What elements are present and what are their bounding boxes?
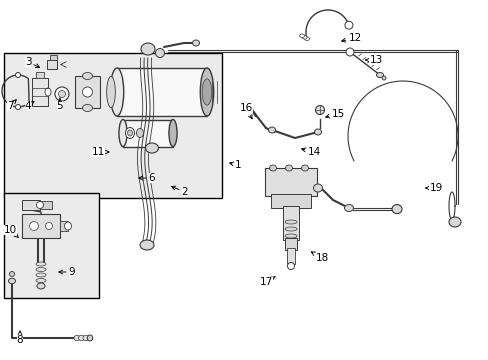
Ellipse shape — [36, 262, 46, 266]
Bar — [117, 68, 206, 116]
Ellipse shape — [376, 72, 383, 77]
Ellipse shape — [29, 221, 39, 230]
Text: 10: 10 — [3, 225, 18, 237]
Ellipse shape — [37, 202, 43, 208]
Ellipse shape — [45, 222, 52, 230]
Ellipse shape — [285, 165, 292, 171]
Ellipse shape — [346, 48, 353, 56]
Text: 6: 6 — [139, 173, 155, 183]
Bar — [22, 200, 40, 210]
Bar — [4, 193, 99, 298]
Ellipse shape — [16, 104, 20, 109]
Ellipse shape — [285, 220, 296, 224]
Ellipse shape — [344, 204, 353, 211]
Bar — [283, 206, 298, 240]
Ellipse shape — [314, 129, 321, 135]
Bar — [40, 201, 52, 209]
Text: 12: 12 — [341, 33, 361, 43]
Text: 17: 17 — [259, 277, 275, 287]
Text: 13: 13 — [365, 55, 382, 65]
Ellipse shape — [304, 37, 309, 41]
Ellipse shape — [36, 267, 46, 271]
Bar — [22, 214, 60, 238]
Ellipse shape — [448, 217, 460, 227]
Ellipse shape — [119, 120, 127, 147]
Ellipse shape — [140, 240, 154, 250]
Bar — [47, 60, 57, 69]
Ellipse shape — [381, 76, 385, 80]
Text: 18: 18 — [311, 252, 328, 263]
Ellipse shape — [79, 335, 84, 341]
Ellipse shape — [285, 227, 296, 231]
Ellipse shape — [74, 335, 80, 341]
Ellipse shape — [82, 87, 92, 97]
Text: 11: 11 — [91, 147, 109, 157]
Ellipse shape — [344, 21, 352, 29]
Ellipse shape — [64, 222, 71, 230]
Text: 2: 2 — [171, 186, 188, 197]
Bar — [60, 221, 68, 231]
Ellipse shape — [82, 72, 92, 80]
Ellipse shape — [299, 34, 304, 37]
Ellipse shape — [301, 165, 308, 171]
Ellipse shape — [87, 335, 93, 341]
Ellipse shape — [127, 130, 132, 136]
Ellipse shape — [391, 204, 401, 213]
Ellipse shape — [302, 36, 306, 39]
Ellipse shape — [9, 271, 15, 276]
Text: 14: 14 — [301, 147, 320, 157]
Bar — [36, 72, 44, 78]
Text: 16: 16 — [239, 103, 252, 119]
Ellipse shape — [8, 278, 16, 284]
Ellipse shape — [155, 49, 164, 58]
Ellipse shape — [287, 262, 294, 270]
Ellipse shape — [269, 165, 276, 171]
Bar — [50, 55, 57, 60]
Ellipse shape — [106, 76, 115, 108]
Text: 19: 19 — [425, 183, 442, 193]
Bar — [285, 238, 296, 250]
Text: 4: 4 — [24, 101, 34, 111]
Text: 15: 15 — [325, 109, 344, 119]
Text: 3: 3 — [24, 57, 40, 68]
Ellipse shape — [136, 129, 143, 138]
Ellipse shape — [141, 43, 155, 55]
Ellipse shape — [315, 105, 324, 114]
Ellipse shape — [145, 143, 158, 153]
Bar — [286, 248, 294, 264]
Ellipse shape — [125, 127, 134, 139]
Bar — [270, 194, 310, 208]
Ellipse shape — [55, 87, 69, 101]
Ellipse shape — [36, 273, 46, 277]
Text: 5: 5 — [57, 98, 63, 111]
Ellipse shape — [83, 335, 89, 341]
Bar — [264, 168, 316, 196]
Ellipse shape — [16, 72, 20, 77]
Ellipse shape — [82, 104, 92, 112]
Ellipse shape — [45, 88, 51, 96]
Ellipse shape — [59, 90, 65, 98]
Ellipse shape — [37, 283, 45, 289]
Ellipse shape — [313, 184, 322, 192]
Text: 9: 9 — [59, 267, 75, 277]
Ellipse shape — [202, 79, 211, 105]
Ellipse shape — [192, 40, 199, 46]
Ellipse shape — [268, 127, 275, 133]
Bar — [32, 78, 48, 106]
Text: 1: 1 — [229, 160, 241, 170]
Ellipse shape — [200, 68, 213, 116]
Bar — [123, 120, 173, 147]
Ellipse shape — [36, 279, 46, 283]
Ellipse shape — [169, 120, 177, 147]
Text: 7: 7 — [7, 100, 16, 111]
Bar — [4, 53, 222, 198]
Ellipse shape — [285, 234, 296, 238]
Bar — [75, 76, 100, 108]
Ellipse shape — [110, 68, 123, 116]
Text: 8: 8 — [17, 331, 23, 345]
